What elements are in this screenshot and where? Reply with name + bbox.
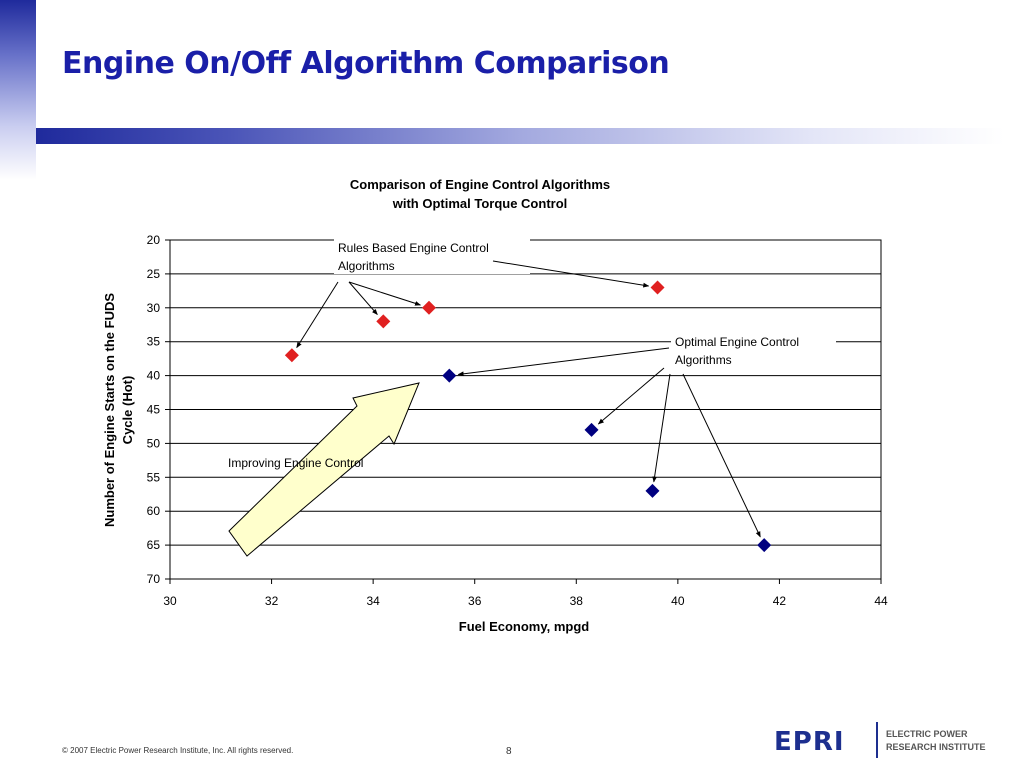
y-axis-label-line-2: Cycle (Hot) <box>120 376 135 445</box>
x-tick-label: 40 <box>671 594 685 608</box>
rules-based-label-bg <box>334 238 530 274</box>
y-axis-ticks: 20 25 30 35 40 45 50 55 60 65 70 <box>147 233 170 586</box>
title-underline-bar <box>36 128 1004 144</box>
optimal-label-line-1: Optimal Engine Control <box>675 335 799 349</box>
slide-title: Engine On/Off Algorithm Comparison <box>62 46 670 81</box>
y-tick-label: 60 <box>147 504 161 518</box>
logo-divider <box>876 722 878 758</box>
improving-arrow <box>228 382 420 557</box>
x-axis-ticks: 30 32 34 36 38 40 42 44 <box>163 579 888 608</box>
rules-based-label: Rules Based Engine Control Algorithms <box>334 238 530 274</box>
x-tick-label: 42 <box>773 594 787 608</box>
logo-text-line-2: RESEARCH INSTITUTE <box>886 742 986 752</box>
optimal-label-line-2: Algorithms <box>675 353 732 367</box>
y-tick-label: 25 <box>147 267 161 281</box>
y-tick-label: 30 <box>147 301 161 315</box>
rules-based-leader-4 <box>492 260 650 288</box>
y-axis-label-line-1: Number of Engine Starts on the FUDS <box>102 293 117 527</box>
y-tick-label: 65 <box>147 538 161 552</box>
rules-based-label-line-1: Rules Based Engine Control <box>338 241 489 255</box>
y-tick-label: 45 <box>147 403 161 417</box>
optimal-leader-1 <box>457 347 670 377</box>
optimal-label: Optimal Engine Control Algorithms <box>671 331 836 367</box>
callout-leader-lines <box>296 260 761 538</box>
x-tick-label: 36 <box>468 594 482 608</box>
y-tick-label: 20 <box>147 233 161 247</box>
chart-title: Comparison of Engine Control Algorithms … <box>350 177 610 211</box>
optimal-label-bg <box>671 331 836 367</box>
rules-based-point-4 <box>650 280 665 295</box>
x-tick-label: 32 <box>265 594 279 608</box>
y-tick-label: 70 <box>147 572 161 586</box>
optimal-point-3 <box>645 483 660 498</box>
optimal-point-4 <box>757 538 772 553</box>
chart-title-line-2: with Optimal Torque Control <box>392 196 568 211</box>
x-tick-label: 44 <box>874 594 888 608</box>
page-number: 8 <box>506 746 512 757</box>
x-tick-label: 30 <box>163 594 177 608</box>
optimal-leader-2 <box>597 367 665 425</box>
improving-annotation: Improving Engine Control <box>228 456 363 470</box>
epri-logo: EPRI ELECTRIC POWER RESEARCH INSTITUTE <box>774 722 986 758</box>
data-points <box>284 280 772 553</box>
left-accent-bar <box>0 0 36 180</box>
rules-based-label-line-2: Algorithms <box>338 259 395 273</box>
optimal-point-1 <box>442 368 457 383</box>
copyright-footer: © 2007 Electric Power Research Institute… <box>62 746 294 755</box>
x-tick-label: 38 <box>570 594 584 608</box>
optimal-leader-3 <box>652 373 671 483</box>
rules-based-leader-2 <box>348 281 378 316</box>
logo-text-line-1: ELECTRIC POWER <box>886 729 968 739</box>
rules-based-leader-3 <box>348 281 422 306</box>
optimal-point-2 <box>584 422 599 437</box>
rules-based-point-3 <box>422 300 437 315</box>
rules-based-point-1 <box>284 348 299 363</box>
rules-based-leader-1 <box>296 281 339 349</box>
y-tick-label: 55 <box>147 470 161 484</box>
y-tick-label: 40 <box>147 369 161 383</box>
rules-based-point-2 <box>376 314 391 329</box>
chart-title-line-1: Comparison of Engine Control Algorithms <box>350 177 610 192</box>
x-axis-label: Fuel Economy, mpgd <box>459 619 590 634</box>
optimal-leader-4 <box>682 373 761 538</box>
y-axis-label: Number of Engine Starts on the FUDS Cycl… <box>102 293 135 527</box>
epri-logo-mark: EPRI <box>774 727 845 757</box>
y-tick-label: 35 <box>147 335 161 349</box>
x-tick-label: 34 <box>366 594 380 608</box>
y-tick-label: 50 <box>147 436 161 450</box>
